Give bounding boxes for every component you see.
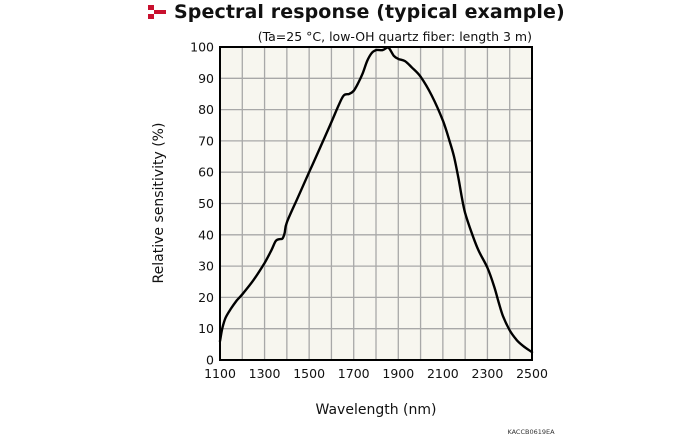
x-tick-label: 1300 xyxy=(249,366,281,381)
x-tick-label: 1500 xyxy=(293,366,325,381)
y-tick-label: 100 xyxy=(190,40,214,55)
plot-frame xyxy=(219,46,533,361)
y-tick-label: 50 xyxy=(198,196,214,211)
y-axis-label: Relative sensitivity (%) xyxy=(151,123,167,284)
x-tick-label: 1900 xyxy=(382,366,414,381)
y-tick-label: 10 xyxy=(198,321,214,336)
y-tick-label: 90 xyxy=(198,71,214,86)
y-tick-label: 80 xyxy=(198,102,214,117)
x-tick-label: 2100 xyxy=(427,366,459,381)
y-tick-label: 0 xyxy=(206,353,214,368)
y-tick-label: 30 xyxy=(198,259,214,274)
x-axis-ticks: 1100 1300 1500 1700 1900 2100 2300 2500 xyxy=(204,366,548,381)
red-checker-bullet-icon xyxy=(148,5,166,19)
chart-title-row: Spectral response (typical example) xyxy=(148,0,565,24)
chart-subtitle: (Ta=25 °C, low-OH quartz fiber: length 3… xyxy=(258,29,532,44)
y-axis-ticks: 0 10 20 30 40 50 60 70 80 90 100 xyxy=(190,40,214,368)
y-tick-label: 20 xyxy=(198,290,214,305)
series-line xyxy=(218,46,534,354)
x-axis-label: Wavelength (nm) xyxy=(316,402,437,418)
x-tick-label: 1100 xyxy=(204,366,236,381)
y-tick-label: 70 xyxy=(198,133,214,148)
y-tick-label: 40 xyxy=(198,227,214,242)
grid-lines xyxy=(220,47,532,360)
x-tick-label: 1700 xyxy=(338,366,370,381)
figure-code: KACCB0619EA xyxy=(507,428,555,436)
x-tick-label: 2300 xyxy=(472,366,504,381)
chart-title: Spectral response (typical example) xyxy=(174,1,565,23)
x-tick-label: 2500 xyxy=(516,366,548,381)
y-tick-label: 60 xyxy=(198,165,214,180)
